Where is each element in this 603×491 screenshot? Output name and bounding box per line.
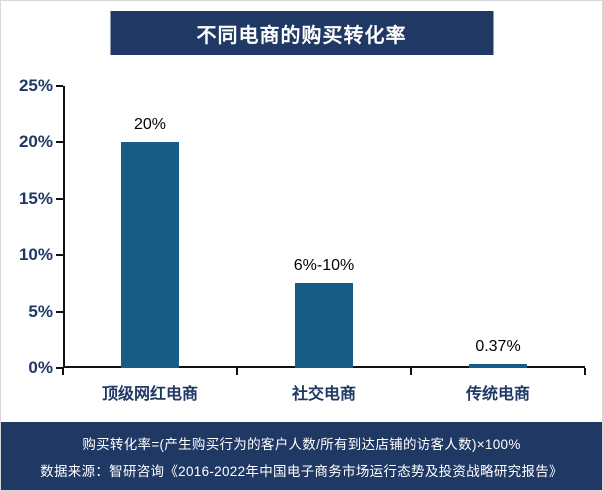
chart-title-banner: 不同电商的购买转化率 [110, 11, 493, 55]
y-axis-tick-label: 15% [18, 188, 53, 208]
x-axis-category-label: 顶级网红电商 [101, 386, 198, 403]
bar-1 [121, 142, 179, 368]
y-axis-tick-label: 5% [28, 301, 53, 321]
bar-3 [469, 363, 527, 368]
y-axis-tick-label: 10% [18, 245, 53, 265]
y-axis-tick-mark [56, 254, 63, 257]
chart-title: 不同电商的购买转化率 [196, 24, 407, 47]
bar-value-label: 0.37% [475, 337, 521, 355]
y-axis-tick-mark [56, 310, 63, 313]
bar-value-label: 20% [133, 116, 167, 134]
y-axis-tick-mark [56, 197, 63, 200]
bar-value-label: 6%-10% [293, 257, 355, 275]
x-axis-category-label: 传统电商 [465, 386, 530, 403]
y-axis-tick-mark [56, 85, 63, 87]
x-axis-tick-mark [62, 368, 64, 375]
y-axis-tick-label: 0% [28, 358, 53, 377]
data-source-note: 数据来源：智研咨询《2016-2022年中国电子商务市场运行态势及投资战略研究报… [40, 463, 563, 479]
source-footer: 购买转化率=(产生购买行为的客户人数/所有到达店铺的访客人数)×100% 数据来… [1, 422, 602, 490]
bar-2 [295, 283, 353, 368]
x-axis-tick-mark [584, 368, 586, 375]
x-axis-category-label: 社交电商 [291, 386, 356, 403]
x-axis-tick-mark [410, 368, 412, 375]
formula-note: 购买转化率=(产生购买行为的客户人数/所有到达店铺的访客人数)×100% [82, 436, 521, 452]
y-axis-tick-mark [56, 367, 63, 369]
y-axis-tick-label: 25% [18, 76, 53, 95]
y-axis-tick-label: 20% [18, 132, 53, 152]
y-axis-tick-mark [56, 141, 63, 144]
x-axis-tick-mark [236, 368, 238, 375]
chart-area: 0% 5% 10% 15% 20% 25% 20% 顶级网红电商 6%-10% 社交电商 0.37%… [1, 56, 602, 424]
